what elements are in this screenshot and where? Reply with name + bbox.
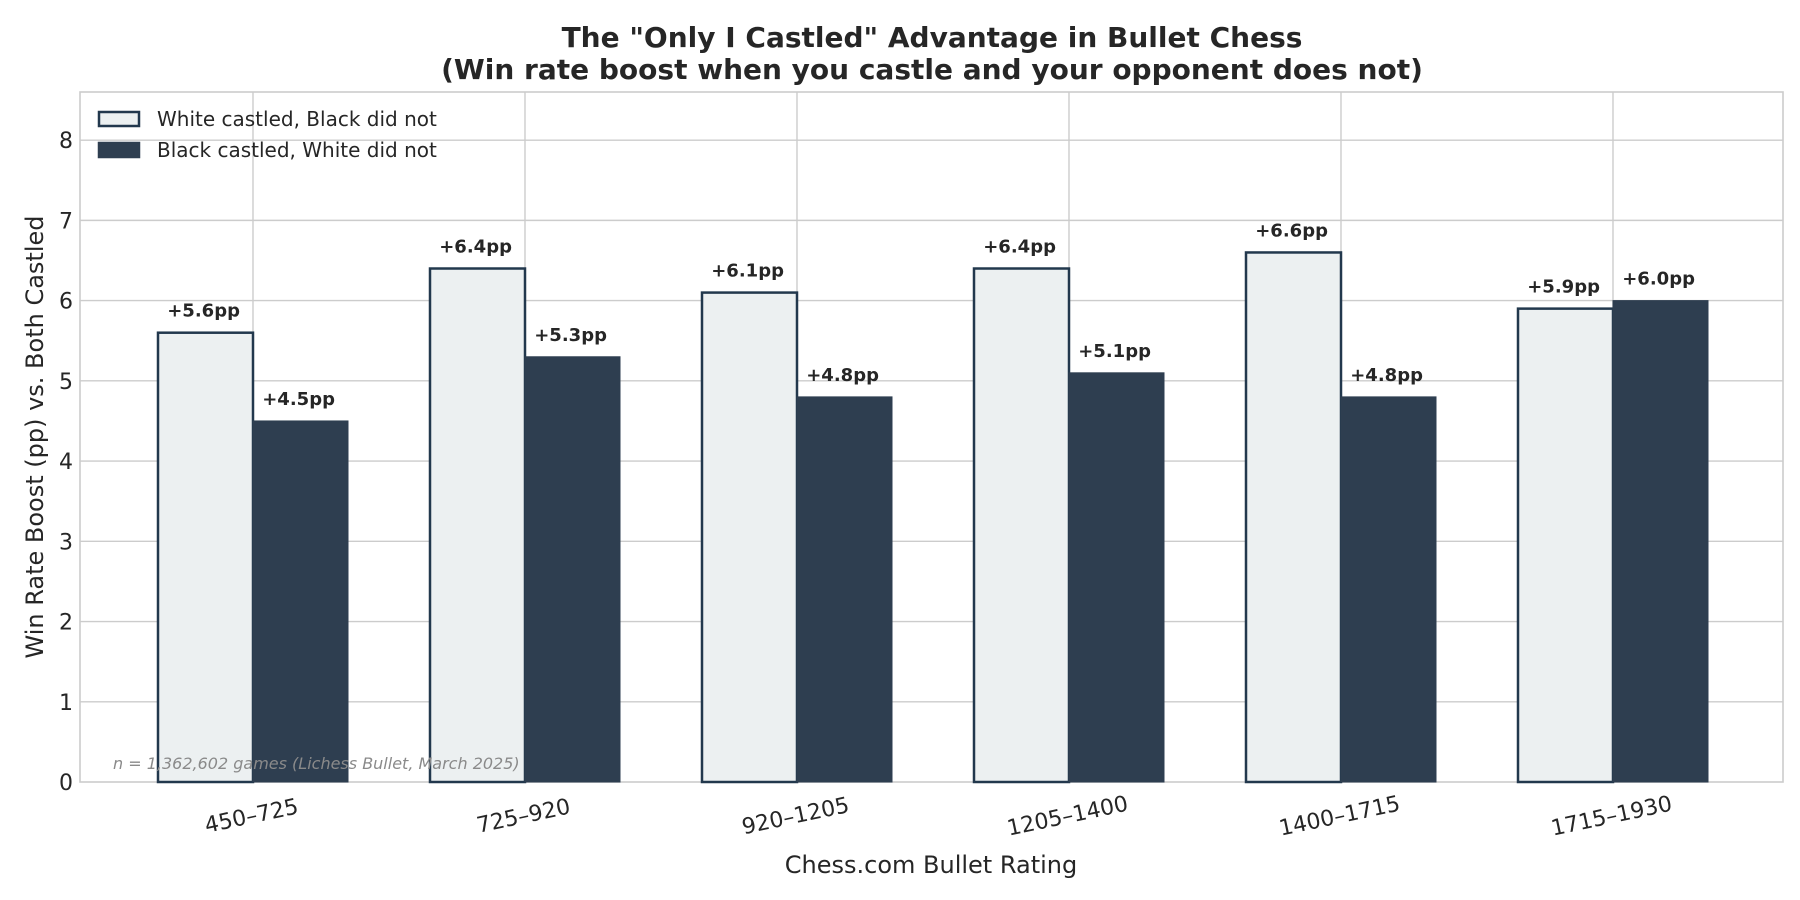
bar-black-castled bbox=[1612, 300, 1709, 783]
bar-black-castled bbox=[524, 356, 621, 783]
y-tick-label: 5 bbox=[59, 370, 73, 395]
bar-white-castled bbox=[1516, 307, 1615, 784]
bar-value-label: +4.8pp bbox=[1350, 365, 1423, 386]
x-tick-label: 1715–1930 bbox=[1549, 792, 1674, 842]
bar-black-castled bbox=[1340, 396, 1437, 783]
x-axis-label: Chess.com Bullet Rating bbox=[785, 851, 1077, 879]
y-tick-label: 6 bbox=[59, 290, 73, 315]
legend-label-white: White castled, Black did not bbox=[157, 107, 437, 131]
bar-white-castled bbox=[972, 267, 1071, 784]
bar-value-label: +6.4pp bbox=[983, 237, 1056, 258]
y-tick-label: 7 bbox=[59, 209, 73, 234]
bars bbox=[156, 251, 1709, 784]
x-tick-label: 725–920 bbox=[475, 795, 573, 839]
bar-black-castled bbox=[252, 420, 349, 783]
y-tick-label: 4 bbox=[59, 450, 73, 475]
bar-white-castled bbox=[156, 331, 255, 784]
bar-value-label: +6.1pp bbox=[711, 261, 784, 282]
bar-white-castled bbox=[1244, 251, 1343, 784]
y-tick-label: 2 bbox=[59, 611, 73, 636]
legend-swatch-white bbox=[97, 110, 141, 128]
plot-area bbox=[79, 91, 1784, 783]
bar-value-label: +4.8pp bbox=[806, 365, 879, 386]
bar-white-castled bbox=[428, 267, 527, 784]
legend: White castled, Black did not Black castl… bbox=[97, 107, 437, 162]
bar-value-label: +6.0pp bbox=[1622, 269, 1695, 290]
bar-black-castled bbox=[1068, 372, 1165, 783]
bar-value-label: +6.4pp bbox=[439, 237, 512, 258]
y-tick-label: 1 bbox=[59, 691, 73, 716]
y-axis-label: Win Rate Boost (pp) vs. Both Castled bbox=[21, 216, 49, 659]
bar-value-label: +5.9pp bbox=[1527, 277, 1600, 298]
bar-value-label: +5.3pp bbox=[534, 325, 607, 346]
x-tick-label: 450–725 bbox=[203, 795, 301, 839]
y-tick-label: 0 bbox=[59, 771, 73, 796]
y-axis-ticks: 0 1 2 3 4 5 6 7 8 bbox=[59, 129, 73, 796]
x-tick-label: 920–1205 bbox=[740, 793, 852, 840]
bar-black-castled bbox=[796, 396, 893, 783]
bar-value-label: +5.6pp bbox=[167, 301, 240, 322]
x-tick-label: 1400–1715 bbox=[1277, 792, 1402, 842]
bar-value-label: +4.5pp bbox=[262, 389, 335, 410]
chart-subtitle: (Win rate boost when you castle and your… bbox=[441, 53, 1423, 86]
legend-label-black: Black castled, White did not bbox=[157, 138, 437, 162]
sample-size-note: n = 1,362,602 games (Lichess Bullet, Mar… bbox=[113, 754, 520, 773]
x-tick-label: 1205–1400 bbox=[1005, 792, 1130, 842]
data-labels: +5.6pp +6.4pp +6.1pp +6.4pp +6.6pp +5.9pp +4.5… bbox=[167, 220, 1695, 409]
x-axis-ticks: 450–725 725–920 920–1205 1205–1400 1400–1715… bbox=[203, 792, 1675, 842]
legend-swatch-black bbox=[97, 141, 141, 159]
bar-white-castled bbox=[700, 291, 799, 784]
chart-title: The "Only I Castled" Advantage in Bullet… bbox=[562, 21, 1303, 54]
y-tick-label: 3 bbox=[59, 530, 73, 555]
bar-value-label: +5.1pp bbox=[1078, 341, 1151, 362]
y-tick-label: 8 bbox=[59, 129, 73, 154]
bar-value-label: +6.6pp bbox=[1255, 220, 1328, 241]
